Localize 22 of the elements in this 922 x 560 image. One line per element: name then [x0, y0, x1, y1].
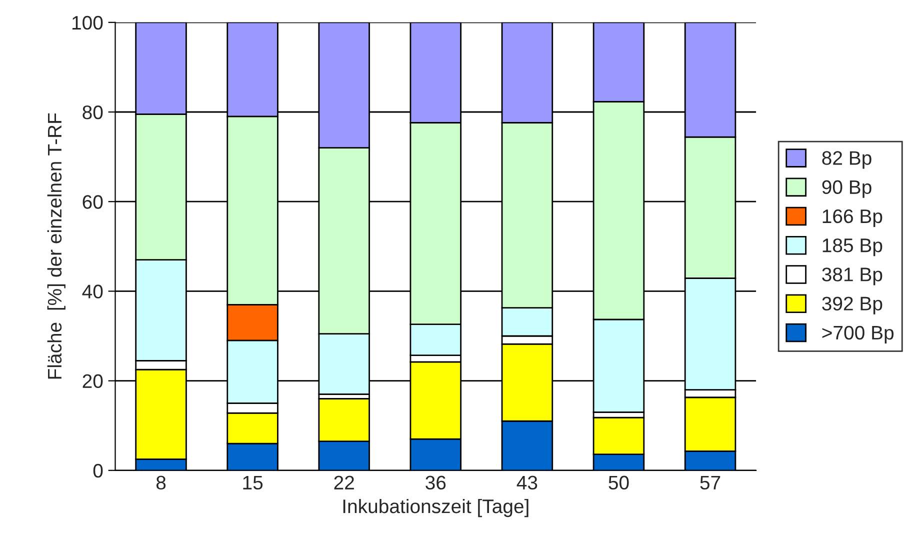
x-tick-label: 8: [156, 476, 166, 490]
legend-label: 185 Bp: [822, 238, 882, 256]
legend-label: 392 Bp: [822, 296, 882, 314]
x-axis-title: Inkubationszeit [Tage]: [343, 498, 528, 518]
legend-label: 90 Bp: [822, 180, 872, 198]
y-tick-label: 20: [82, 374, 103, 388]
y-tick-label: 60: [82, 195, 103, 209]
y-tick-label: 100: [72, 16, 103, 30]
y-axis-title: Fläche [%] der einzelnen T-RF: [47, 113, 66, 379]
x-tick-label: 43: [516, 476, 538, 490]
x-tick-label: 22: [334, 476, 354, 490]
y-tick-label: 0: [93, 464, 103, 478]
x-tick-label: 50: [608, 476, 629, 490]
x-tick-label: 15: [243, 476, 263, 490]
y-tick-label: 40: [82, 284, 103, 298]
y-tick-label: 80: [82, 105, 103, 120]
x-tick-label: 36: [426, 476, 446, 490]
legend-label: 381 Bp: [822, 268, 882, 286]
x-tick-label: 57: [700, 476, 720, 490]
legend-label: 82 Bp: [822, 151, 872, 169]
legend-label: 166 Bp: [822, 209, 882, 227]
legend-label: >700 Bp: [822, 326, 894, 344]
